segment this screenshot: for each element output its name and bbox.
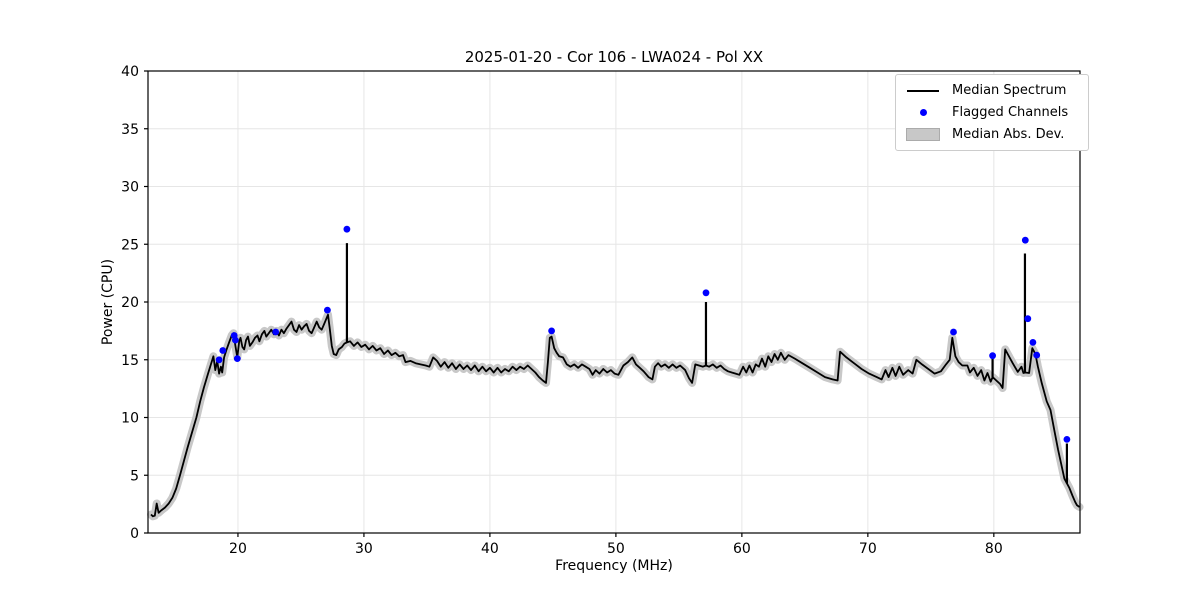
legend-label: Flagged Channels <box>952 105 1069 120</box>
x-tick-label: 80 <box>985 541 1003 557</box>
legend-entry-flagged-channels: Flagged Channels <box>904 103 1080 122</box>
x-tick-label: 60 <box>733 541 751 557</box>
legend-entry-median-abs-dev: Median Abs. Dev. <box>904 125 1080 144</box>
flagged-channel-dot <box>548 327 555 335</box>
legend-label: Median Abs. Dev. <box>952 127 1065 142</box>
x-axis-label: Frequency (MHz) <box>555 558 673 574</box>
y-tick-label: 30 <box>121 180 139 196</box>
x-tick-label: 20 <box>229 541 247 557</box>
flagged-channel-dot <box>219 347 227 354</box>
flagged-channel-dot <box>950 328 957 336</box>
flagged-channel-dot <box>1033 351 1041 359</box>
y-tick-label: 5 <box>130 468 139 484</box>
median-spectrum-line <box>150 313 1081 518</box>
y-tick-label: 40 <box>121 64 139 80</box>
flagged-channel-dot <box>1024 315 1032 323</box>
y-tick-label: 0 <box>130 526 139 542</box>
x-tick-label: 30 <box>355 541 373 557</box>
y-tick-label: 25 <box>121 237 139 253</box>
y-tick-label: 20 <box>121 295 139 311</box>
flagged-channel-dot <box>272 328 280 336</box>
flagged-channel-dot <box>233 355 241 362</box>
y-axis-label: Power (CPU) <box>100 258 116 346</box>
chart-title: 2025-01-20 - Cor 106 - LWA024 - Pol XX <box>464 48 764 66</box>
flagged-channel-dot <box>1063 436 1071 443</box>
x-tick-label: 70 <box>859 541 877 557</box>
flagged-channel-dot <box>324 306 331 314</box>
y-tick-label: 10 <box>121 411 139 427</box>
flagged-channel-dot <box>1021 236 1029 244</box>
mad-band-patch-icon <box>904 128 942 141</box>
flagged-channel-dot <box>215 356 223 364</box>
flagged-channel-dot-icon <box>904 109 942 116</box>
x-tick-label: 50 <box>607 541 625 557</box>
flagged-channel-dot <box>232 336 239 344</box>
legend-entry-median-spectrum: Median Spectrum <box>904 81 1080 100</box>
flagged-channel-dot <box>989 352 996 360</box>
flagged-channel-dot <box>343 225 351 233</box>
median-spectrum-line-icon <box>904 89 942 92</box>
flagged-channel-dot <box>1029 339 1037 346</box>
x-tick-label: 40 <box>481 541 499 557</box>
y-tick-label: 35 <box>121 122 139 138</box>
flagged-channel-dot <box>702 289 710 297</box>
legend: Median Spectrum Flagged Channels Median … <box>895 74 1089 151</box>
legend-label: Median Spectrum <box>952 83 1067 98</box>
mad-band <box>147 310 1084 521</box>
y-tick-label: 15 <box>121 353 139 369</box>
